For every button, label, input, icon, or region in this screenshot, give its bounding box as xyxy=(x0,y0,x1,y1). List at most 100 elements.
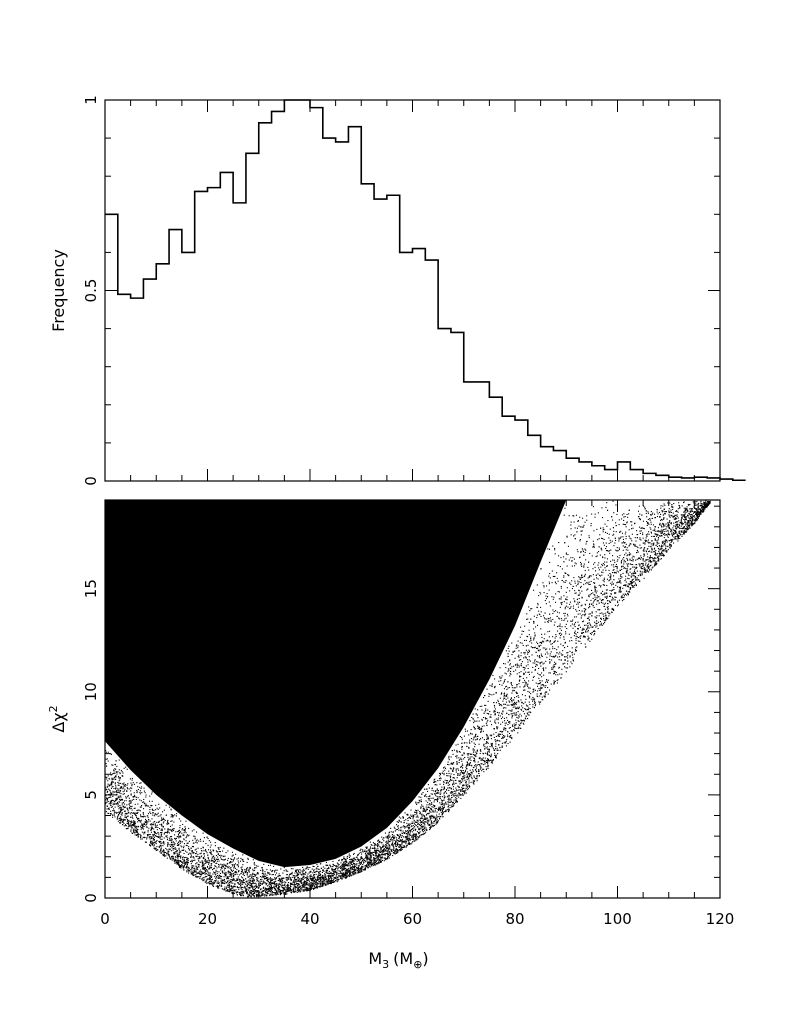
scatter-point xyxy=(139,790,141,792)
scatter-point xyxy=(526,705,528,707)
scatter-point xyxy=(563,576,565,578)
scatter-point xyxy=(574,632,576,634)
scatter-point xyxy=(281,877,283,879)
scatter-point xyxy=(143,798,145,800)
scatter-point xyxy=(256,873,258,875)
scatter-point xyxy=(118,782,120,784)
scatter-point xyxy=(644,560,646,562)
scatter-point xyxy=(575,616,577,618)
scatter-point xyxy=(544,618,546,620)
scatter-point xyxy=(296,869,298,871)
scatter-point xyxy=(214,859,216,861)
scatter-point xyxy=(584,643,586,645)
scatter-point xyxy=(429,819,431,821)
scatter-point xyxy=(486,741,488,743)
scatter-point xyxy=(474,780,476,782)
scatter-point xyxy=(664,525,666,527)
scatter-point xyxy=(410,809,412,811)
scatter-point xyxy=(646,521,648,523)
scatter-point xyxy=(426,809,428,811)
scatter-point xyxy=(300,887,302,889)
scatter-point xyxy=(704,508,706,510)
scatter-point xyxy=(441,772,443,774)
scatter-point xyxy=(534,634,536,636)
scatter-point xyxy=(303,870,305,872)
scatter-point xyxy=(350,874,352,876)
scatter-point xyxy=(663,540,665,542)
scatter-point xyxy=(478,757,480,759)
scatter-point xyxy=(209,876,211,878)
scatter-point xyxy=(654,547,656,549)
scatter-point xyxy=(240,870,242,872)
scatter-point xyxy=(588,622,590,624)
scatter-point xyxy=(387,854,389,856)
scatter-point xyxy=(473,783,475,785)
scatter-point xyxy=(504,724,506,726)
scatter-point xyxy=(366,858,368,860)
scatter-point xyxy=(552,575,554,577)
scatter-point xyxy=(302,878,304,880)
scatter-point xyxy=(389,851,391,853)
scatter-point xyxy=(289,890,291,892)
scatter-point xyxy=(311,885,313,887)
scatter-point xyxy=(511,724,513,726)
scatter-point xyxy=(600,566,602,568)
scatter-point xyxy=(198,864,200,866)
scatter-point xyxy=(141,825,143,827)
scatter-point xyxy=(624,593,626,595)
scatter-point xyxy=(125,796,127,798)
scatter-point xyxy=(671,539,673,541)
scatter-point xyxy=(180,840,182,842)
scatter-point xyxy=(369,861,371,863)
scatter-point xyxy=(549,577,551,579)
scatter-point xyxy=(120,769,122,771)
scatter-point xyxy=(609,589,611,591)
scatter-point xyxy=(204,850,206,852)
scatter-point xyxy=(557,656,559,658)
scatter-point xyxy=(295,881,297,883)
scatter-point xyxy=(153,831,155,833)
scatter-point xyxy=(471,765,473,767)
scatter-point xyxy=(337,863,339,865)
scatter-point xyxy=(155,833,157,835)
scatter-point xyxy=(265,883,267,885)
scatter-point xyxy=(462,793,464,795)
scatter-point xyxy=(368,848,370,850)
scatter-point xyxy=(661,531,663,533)
scatter-point xyxy=(613,512,615,514)
scatter-point xyxy=(132,812,134,814)
scatter-point xyxy=(685,522,687,524)
scatter-point xyxy=(582,636,584,638)
scatter-point xyxy=(427,790,429,792)
scatter-point xyxy=(534,689,536,691)
scatter-point xyxy=(577,601,579,603)
scatter-point xyxy=(234,880,236,882)
scatter-point xyxy=(686,523,688,525)
scatter-point xyxy=(474,759,476,761)
scatter-point xyxy=(268,872,270,874)
scatter-point xyxy=(389,839,391,841)
scatter-point xyxy=(468,778,470,780)
scatter-point xyxy=(159,815,161,817)
scatter-point xyxy=(469,764,471,766)
scatter-point xyxy=(667,533,669,535)
scatter-point xyxy=(626,594,628,596)
scatter-point xyxy=(590,626,592,628)
scatter-point xyxy=(160,849,162,851)
scatter-point xyxy=(285,877,287,879)
scatter-point xyxy=(356,863,358,865)
scatter-point xyxy=(349,859,351,861)
scatter-point xyxy=(662,505,664,507)
scatter-point xyxy=(375,862,377,864)
scatter-point xyxy=(318,879,320,881)
scatter-point xyxy=(266,869,268,871)
scatter-point xyxy=(217,853,219,855)
scatter-point xyxy=(686,516,688,518)
scatter-point xyxy=(324,877,326,879)
scatter-point xyxy=(228,890,230,892)
scatter-point xyxy=(105,789,107,791)
scatter-point xyxy=(337,880,339,882)
scatter-point xyxy=(146,823,148,825)
scatter-point xyxy=(421,828,423,830)
scatter-point xyxy=(160,843,162,845)
